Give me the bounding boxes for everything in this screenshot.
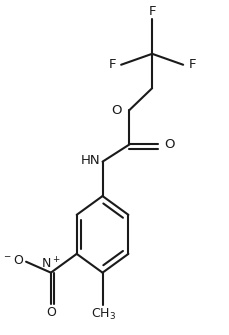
Text: CH$_3$: CH$_3$: [91, 307, 116, 322]
Text: $^-$O: $^-$O: [2, 254, 24, 267]
Text: O: O: [164, 138, 174, 151]
Text: O: O: [46, 307, 56, 319]
Text: N$^+$: N$^+$: [41, 257, 60, 272]
Text: F: F: [188, 58, 195, 71]
Text: HN: HN: [81, 154, 100, 166]
Text: O: O: [111, 104, 122, 117]
Text: F: F: [108, 58, 115, 71]
Text: F: F: [148, 5, 155, 18]
